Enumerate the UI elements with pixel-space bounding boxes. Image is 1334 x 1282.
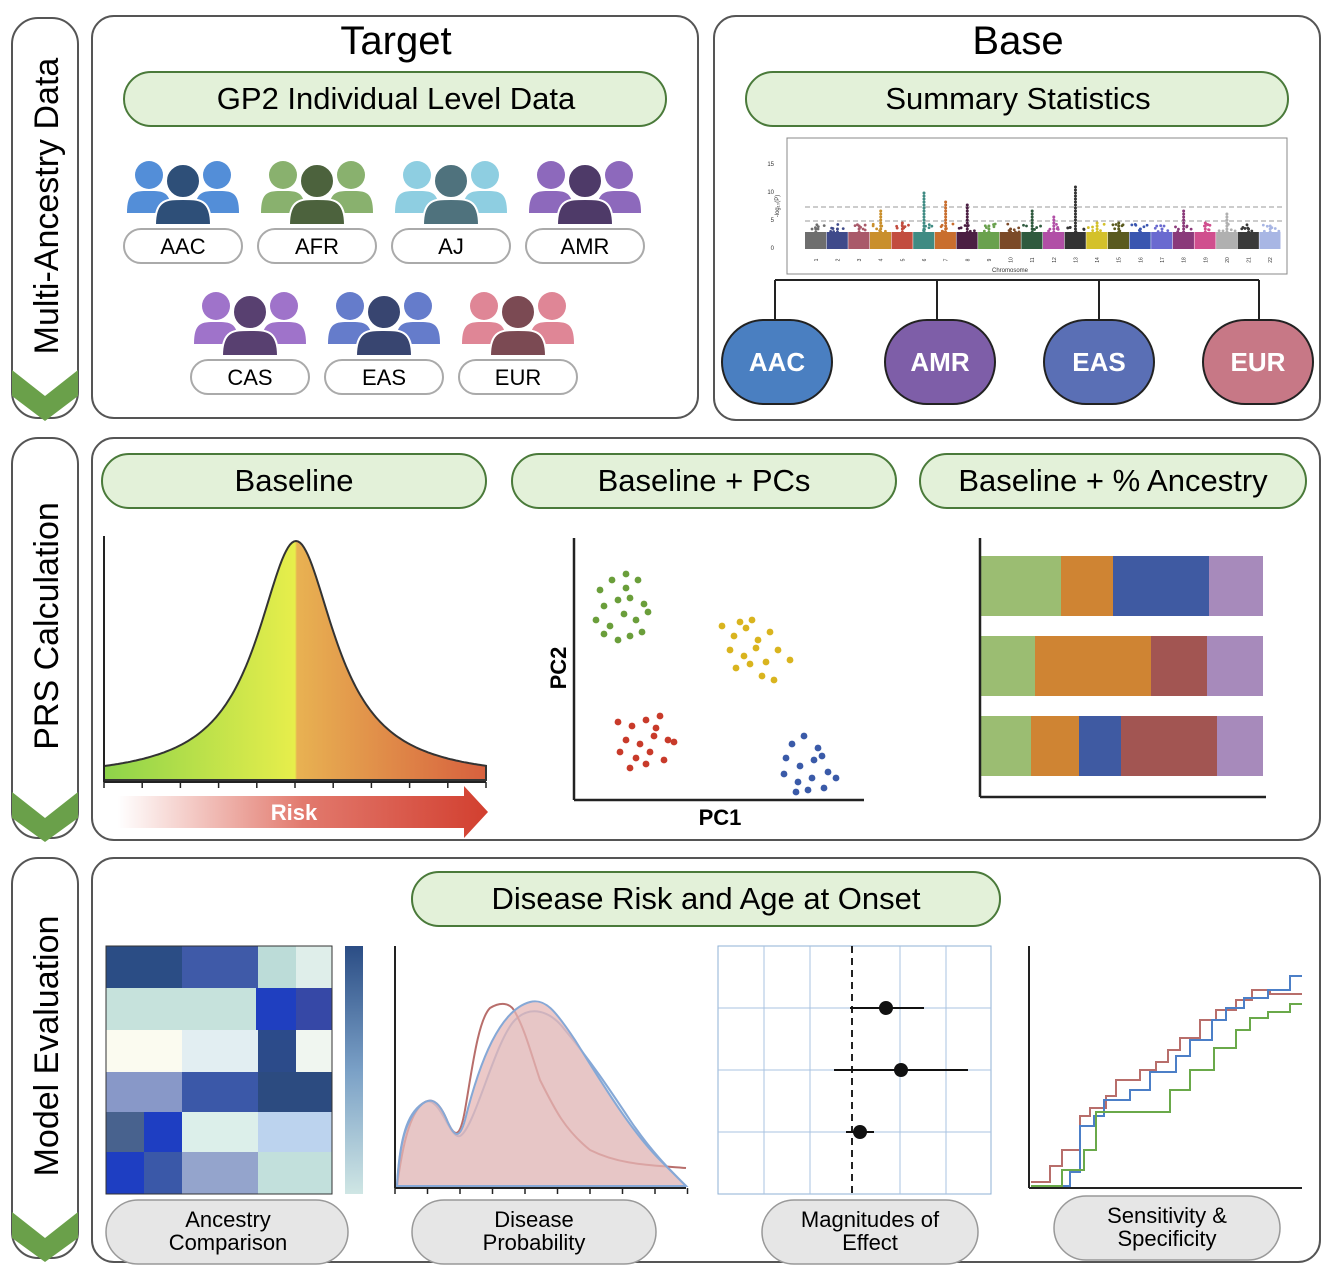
base-ancestry-label: AMR	[910, 347, 969, 377]
forest-plot	[718, 946, 991, 1194]
ancestry-label-pill: EUR	[459, 360, 577, 394]
section-bar-model-eval: Model Evaluation	[12, 858, 78, 1262]
base-title: Base	[972, 19, 1063, 63]
base-ancestry-node-amr: AMR	[885, 320, 995, 404]
risk-label: Risk	[271, 800, 318, 825]
ancestry-stacked-bars	[980, 538, 1266, 797]
manhattan-chr-label: 8	[965, 258, 971, 261]
ancestry-label: CAS	[227, 365, 272, 390]
target-panel: Target GP2 Individual Level Data AAC AFR A…	[92, 16, 698, 418]
prs-tab-baseline-ancestry: Baseline + % Ancestry	[958, 463, 1268, 498]
manhattan-chr-label: 19	[1203, 257, 1209, 263]
ancestry-label-pill: AMR	[526, 229, 644, 263]
target-title: Target	[340, 19, 451, 63]
section-bar-multi-ancestry: Multi-Ancestry Data	[12, 18, 78, 421]
manhattan-chr-label: 6	[922, 258, 928, 261]
ancestry-group-eur: EUR	[459, 292, 577, 394]
ancestry-label: AFR	[295, 234, 339, 259]
manhattan-chr-label: 18	[1182, 257, 1188, 263]
base-ancestry-label: EUR	[1231, 347, 1286, 377]
ancestry-label: AJ	[438, 234, 464, 259]
manhattan-chr-label: 22	[1268, 257, 1274, 263]
eval-title: Disease Risk and Age at Onset	[491, 881, 920, 916]
manhattan-chr-label: 13	[1073, 257, 1079, 263]
eval-pill-2: Disease Probability	[412, 1200, 656, 1264]
eval-pill-label: Sensitivity & Specificity	[1107, 1203, 1227, 1251]
base-ancestry-label: AAC	[749, 347, 806, 377]
ancestry-bar-2	[981, 636, 1263, 696]
eval-panel: Disease Risk and Age at Onset	[92, 858, 1320, 1264]
manhattan-chr-label: 20	[1225, 257, 1231, 263]
manhattan-chr-label: 10	[1009, 257, 1015, 263]
pc-xlabel: PC1	[699, 805, 742, 830]
ancestry-label-pill: AAC	[124, 229, 242, 263]
pc-ylabel: PC2	[546, 647, 571, 690]
ancestry-label: EAS	[362, 365, 406, 390]
ancestry-label-pill: AFR	[258, 229, 376, 263]
manhattan-ytick-10: 10	[767, 190, 774, 196]
base-ancestry-node-eur: EUR	[1203, 320, 1313, 404]
ancestry-label: EUR	[495, 365, 541, 390]
section-bar-prs: PRS Calculation	[12, 438, 78, 842]
section-label-multi-ancestry: Multi-Ancestry Data	[28, 58, 66, 355]
prs-tab-baseline-pcs: Baseline + PCs	[598, 463, 811, 498]
manhattan-chr-label: 11	[1030, 257, 1036, 262]
target-subtitle: GP2 Individual Level Data	[217, 81, 576, 116]
manhattan-chr-label: 3	[857, 258, 863, 261]
base-ancestry-node-aac: AAC	[722, 320, 832, 404]
ancestry-group-aac: AAC	[124, 161, 242, 263]
manhattan-ytick-15: 15	[767, 162, 774, 168]
base-ancestry-node-eas: EAS	[1044, 320, 1154, 404]
eval-pill-4: Sensitivity & Specificity	[1054, 1196, 1280, 1260]
ancestry-group-afr: AFR	[258, 161, 376, 263]
ancestry-group-cas: CAS	[191, 292, 309, 394]
manhattan-chr-label: 7	[944, 258, 950, 261]
ancestry-bar-1	[981, 556, 1263, 616]
eval-pill-3: Magnitudes of Effect	[762, 1200, 978, 1264]
manhattan-ylabel: -log₁₀(P)	[775, 195, 781, 218]
heatmap	[106, 946, 363, 1194]
manhattan-chr-label: 17	[1160, 257, 1166, 263]
heatmap-scale	[345, 946, 363, 1194]
eval-pill-1: Ancestry Comparison	[106, 1200, 348, 1264]
manhattan-chr-label: 12	[1052, 257, 1058, 263]
manhattan-chr-label: 14	[1095, 257, 1101, 263]
section-label-model-eval: Model Evaluation	[28, 916, 66, 1177]
manhattan-plot: -log₁₀(P) 15 10 5 0 1 2 3 4 5 6 7 8 9 10 11 12 13 14 1…	[767, 138, 1287, 274]
manhattan-xlabel: Chromosome	[992, 268, 1029, 274]
manhattan-chr-label: 21	[1247, 257, 1253, 263]
manhattan-chr-label: 2	[835, 258, 841, 261]
ancestry-label-pill: EAS	[325, 360, 443, 394]
base-subtitle: Summary Statistics	[885, 81, 1150, 116]
prs-tab-baseline: Baseline	[235, 463, 354, 498]
manhattan-chr-label: 4	[879, 258, 885, 261]
manhattan-chr-label: 15	[1117, 257, 1123, 263]
manhattan-chr-label: 5	[900, 258, 906, 261]
eval-pill-label: Ancestry Comparison	[169, 1207, 288, 1255]
prs-panel: Baseline Baseline + PCs Baseline + % Anc…	[92, 438, 1320, 840]
ancestry-label: AAC	[160, 234, 205, 259]
section-label-prs: PRS Calculation	[28, 502, 66, 750]
ancestry-group-amr: AMR	[526, 161, 644, 263]
ancestry-label: AMR	[561, 234, 610, 259]
base-panel: Base Summary Statistics -log₁₀(P) 15 10 …	[714, 16, 1320, 420]
base-ancestry-label: EAS	[1072, 347, 1125, 377]
ancestry-group-eas: EAS	[325, 292, 443, 394]
manhattan-chr-label: 16	[1138, 257, 1144, 263]
ancestry-label-pill: AJ	[392, 229, 510, 263]
manhattan-chr-label: 1	[814, 258, 820, 261]
manhattan-chr-label: 9	[987, 258, 993, 261]
ancestry-bar-3	[981, 716, 1263, 776]
eval-pill-label: Disease Probability	[483, 1207, 586, 1255]
ancestry-label-pill: CAS	[191, 360, 309, 394]
ancestry-group-aj: AJ	[392, 161, 510, 263]
